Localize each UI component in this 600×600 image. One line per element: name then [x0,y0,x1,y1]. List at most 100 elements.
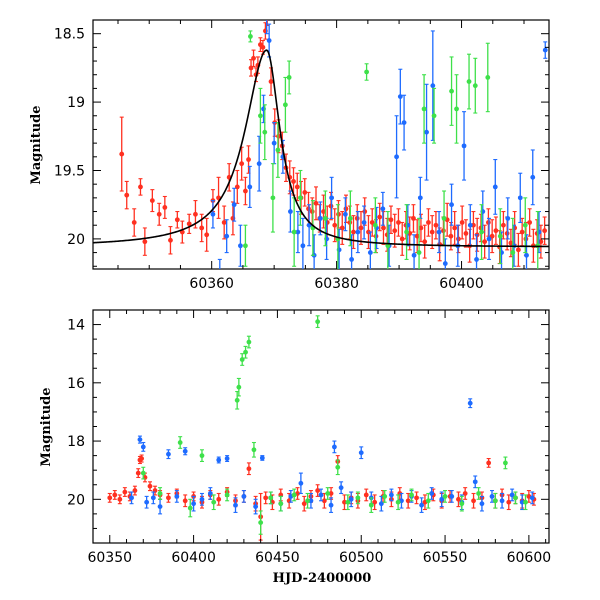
data-point [338,485,344,491]
data-point [142,239,148,245]
data-point [302,189,308,195]
data-point [156,211,162,217]
data-point [486,236,492,242]
bottom-series-0-point [414,491,419,505]
y-tick-label: 18 [67,434,85,450]
data-point [147,483,153,489]
data-point [442,494,448,499]
top-series-0-point [411,204,416,233]
data-point [332,444,337,450]
top-series-2-point [291,197,297,267]
data-point [259,455,265,461]
bottom-series-1-point [348,491,354,508]
data-point [268,79,274,84]
top-series-2-point [310,200,316,256]
bottom-series-2-point [157,487,163,500]
data-point [411,215,416,221]
data-point [448,233,454,239]
bottom-series-2-point [236,377,242,397]
data-point [199,496,205,502]
data-point [138,184,143,190]
top-series-2-point [421,74,427,144]
bottom-light-curve-panel: 60350 60400 60450 60500 60550 60600 14 16 18 20 M… [39,309,551,586]
top-plot-frame [92,19,550,270]
top-series-0-point [119,116,125,192]
top-series-0-point [515,232,521,267]
bottom-series-1-point [332,440,337,454]
data-point [395,499,401,505]
data-point [452,225,458,231]
top-series-2-point [454,74,459,144]
bottom-series-1-point [467,398,473,409]
data-point [211,499,217,505]
data-point [372,222,378,228]
bottom-series-2-point [442,490,448,503]
data-point [335,464,341,470]
bottom-series-1-point [499,492,505,509]
data-point [422,239,428,245]
data-point [318,492,324,498]
bottom-series-1-point [241,490,247,503]
data-point [509,492,515,498]
top-series-1-point [317,201,323,236]
top-series-0-point [459,205,465,240]
bottom-series-2-point [503,456,508,470]
data-point [297,195,303,201]
top-series-2-point [297,169,303,226]
top-series-1-point [505,197,511,240]
bottom-series-1-point [318,488,324,502]
data-point [286,75,292,80]
x-tick-label: 60400 [171,550,216,566]
top-series-1-point [224,219,230,254]
top-series-1-point [287,190,293,233]
data-point [313,200,319,206]
data-point [369,220,375,225]
data-point [397,94,403,100]
data-point [396,220,401,225]
data-point [239,161,245,167]
top-series-1-point [394,115,399,199]
data-point [404,229,409,235]
top-series-0-point [399,221,405,256]
bottom-series-0-point [506,494,512,511]
bottom-series-1-point [174,490,180,503]
data-point [378,501,384,507]
data-point [426,220,431,225]
data-point [329,195,335,201]
top-series-1-point [424,83,429,181]
top-series-2-point [522,197,528,254]
x-tick-label: 60350 [87,550,132,566]
top-series-1-point [271,122,277,165]
data-point [224,492,230,498]
top-series-1-point [411,234,417,269]
top-series-0-point [248,59,254,77]
bottom-series-1-point [479,495,485,512]
data-point [207,491,213,496]
bottom-series-2-point [395,494,401,511]
data-point [501,222,506,228]
top-series-0-point [388,205,394,234]
bottom-series-0-point [147,481,153,492]
data-point [298,480,304,486]
top-series-0-point [527,208,533,237]
data-point [243,243,248,249]
top-series-0-point [482,224,488,259]
data-point [182,498,188,504]
data-point [430,83,436,89]
data-point [394,154,399,160]
bottom-series-2-point [140,466,146,480]
data-point [485,75,491,80]
bottom-series-2-point [239,353,245,366]
data-point [380,206,386,212]
data-point [150,495,156,501]
data-point [144,499,150,505]
bottom-series-1-point [419,497,424,513]
top-series-0-point [186,213,192,234]
data-point [368,502,374,508]
data-point [519,499,525,505]
top-series-0-point [489,219,495,254]
bottom-series-2-point [382,490,388,503]
data-point [382,494,388,499]
data-point [538,239,544,245]
data-point [308,498,314,504]
